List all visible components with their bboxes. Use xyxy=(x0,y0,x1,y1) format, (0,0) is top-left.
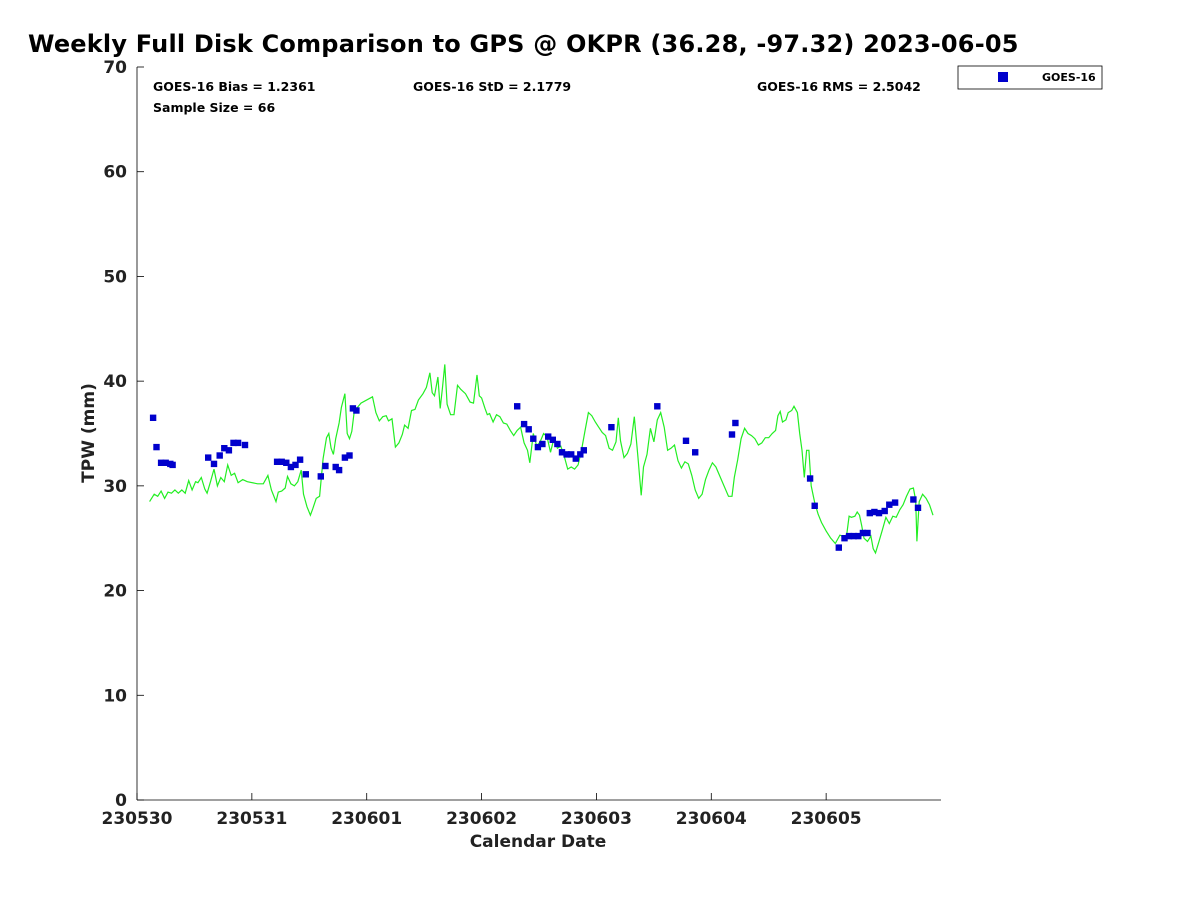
legend-box xyxy=(957,65,1103,90)
goes-point xyxy=(534,443,542,451)
goes-point xyxy=(577,451,584,458)
x-tick-label: 230604 xyxy=(676,809,747,829)
goes-point xyxy=(241,441,249,449)
goes-point xyxy=(692,449,699,456)
goes-point xyxy=(287,463,295,471)
goes-point xyxy=(349,405,357,412)
x-tick-label: 230602 xyxy=(446,809,517,829)
goes-point xyxy=(162,459,169,466)
goes-point xyxy=(806,475,814,482)
sample-size-label: Sample Size = 66 xyxy=(153,100,275,115)
goes-point xyxy=(283,459,290,466)
goes-point xyxy=(914,504,922,511)
x-tick-label: 230531 xyxy=(216,809,287,829)
y-tick-label: 40 xyxy=(103,372,127,392)
x-ticks: 230530 230531 230601 230602 230603 230604 2306… xyxy=(102,793,862,829)
goes-point xyxy=(169,461,176,469)
goes-point xyxy=(205,454,212,461)
goes-point xyxy=(353,407,360,414)
rms-label: GOES-16 RMS = 2.5042 xyxy=(757,79,921,94)
goes-point xyxy=(302,471,309,478)
goes-point xyxy=(841,535,848,542)
goes-point xyxy=(157,459,165,466)
y-tick-label: 70 xyxy=(103,58,127,78)
x-tick-label: 230530 xyxy=(102,809,173,829)
goes-point xyxy=(835,544,842,551)
bias-label: GOES-16 Bias = 1.2361 xyxy=(153,79,315,94)
goes-point xyxy=(654,403,661,410)
goes-point xyxy=(525,426,532,433)
goes-point xyxy=(341,454,349,461)
goes-point xyxy=(317,473,324,480)
y-axis-label: TPW (mm) xyxy=(79,383,99,483)
legend-label-goes: GOES-16 xyxy=(1042,71,1096,84)
goes-point xyxy=(545,433,552,440)
std-label: GOES-16 StD = 2.1779 xyxy=(413,79,571,94)
goes-point xyxy=(563,451,570,458)
goes-point xyxy=(292,461,299,469)
y-tick-label: 60 xyxy=(103,163,127,183)
goes-point xyxy=(886,501,893,508)
x-tick-label: 230603 xyxy=(561,809,632,829)
goes-point xyxy=(580,447,587,454)
goes-series xyxy=(149,403,922,551)
y-tick-label: 10 xyxy=(103,686,127,706)
legend: GOES-16 xyxy=(957,65,1103,90)
goes-point xyxy=(346,452,353,459)
goes-point xyxy=(514,403,521,410)
y-tick-label: 0 xyxy=(115,791,127,811)
goes-point xyxy=(881,507,888,515)
goes-point xyxy=(153,443,160,451)
goes-point xyxy=(608,424,615,431)
goes-point xyxy=(530,435,537,442)
goes-point xyxy=(891,499,899,506)
goes-point xyxy=(225,447,233,454)
goes-point xyxy=(520,420,528,428)
goes-point xyxy=(682,437,690,444)
goes-point xyxy=(558,449,566,456)
goes-point xyxy=(845,532,853,540)
goes-point xyxy=(875,509,883,517)
y-tick-label: 30 xyxy=(103,477,127,497)
goes-point xyxy=(859,529,867,537)
x-tick-label: 230601 xyxy=(331,809,402,829)
goes-point xyxy=(221,445,228,452)
page-title: Weekly Full Disk Comparison to GPS @ OKP… xyxy=(28,30,1019,58)
goes-point xyxy=(554,440,561,448)
goes-point xyxy=(278,458,285,465)
goes-point xyxy=(549,436,556,443)
y-tick-label: 50 xyxy=(103,267,127,287)
y-tick-label: 20 xyxy=(103,582,127,602)
legend-marker-goes xyxy=(998,72,1008,82)
goes-point xyxy=(230,439,237,447)
goes-point xyxy=(732,419,739,427)
gps-series xyxy=(149,364,934,555)
goes-point xyxy=(296,456,304,463)
goes-point xyxy=(568,451,575,458)
goes-point xyxy=(332,463,339,471)
goes-point xyxy=(866,509,873,517)
goes-point xyxy=(322,462,329,470)
y-ticks: 0 10 20 30 40 50 60 70 xyxy=(103,58,144,811)
plot-area xyxy=(136,67,941,801)
goes-point xyxy=(728,431,736,438)
goes-point xyxy=(572,455,579,462)
goes-point xyxy=(850,532,857,540)
goes-point xyxy=(216,452,223,459)
goes-point xyxy=(539,440,546,448)
goes-point xyxy=(855,532,862,540)
goes-point xyxy=(335,466,343,474)
goes-point xyxy=(910,496,917,503)
gps-line xyxy=(149,364,934,555)
x-tick-label: 230605 xyxy=(791,809,862,829)
goes-point xyxy=(273,458,281,465)
goes-point xyxy=(871,508,878,516)
x-axis-label: Calendar Date xyxy=(470,832,607,852)
goes-point xyxy=(149,414,157,421)
goes-point xyxy=(210,460,218,468)
goes-point xyxy=(811,502,818,509)
goes-point xyxy=(234,439,242,447)
goes-point xyxy=(864,529,871,537)
